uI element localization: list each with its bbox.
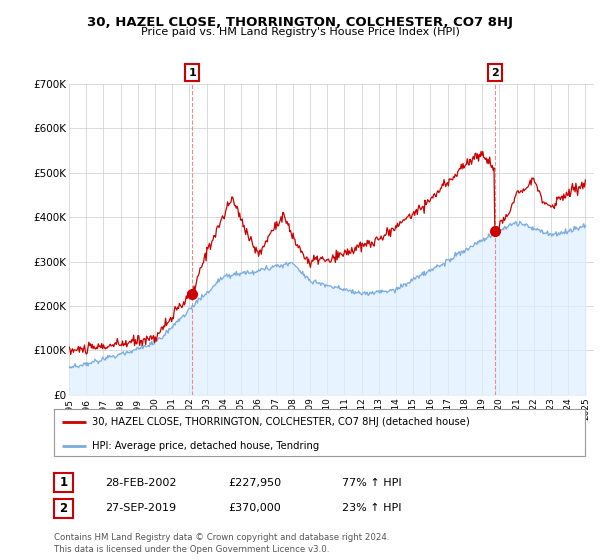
Text: £370,000: £370,000 — [228, 503, 281, 514]
Text: 30, HAZEL CLOSE, THORRINGTON, COLCHESTER, CO7 8HJ (detached house): 30, HAZEL CLOSE, THORRINGTON, COLCHESTER… — [92, 417, 470, 427]
Text: 2: 2 — [59, 502, 68, 515]
Text: Contains HM Land Registry data © Crown copyright and database right 2024.: Contains HM Land Registry data © Crown c… — [54, 533, 389, 542]
Text: 1: 1 — [188, 68, 196, 78]
Text: This data is licensed under the Open Government Licence v3.0.: This data is licensed under the Open Gov… — [54, 545, 329, 554]
Text: 28-FEB-2002: 28-FEB-2002 — [105, 478, 176, 488]
Text: 2: 2 — [491, 68, 499, 78]
Text: Price paid vs. HM Land Registry's House Price Index (HPI): Price paid vs. HM Land Registry's House … — [140, 27, 460, 37]
Text: 27-SEP-2019: 27-SEP-2019 — [105, 503, 176, 514]
Text: 30, HAZEL CLOSE, THORRINGTON, COLCHESTER, CO7 8HJ: 30, HAZEL CLOSE, THORRINGTON, COLCHESTER… — [87, 16, 513, 29]
Text: 77% ↑ HPI: 77% ↑ HPI — [342, 478, 401, 488]
Text: 1: 1 — [59, 476, 68, 489]
Text: 23% ↑ HPI: 23% ↑ HPI — [342, 503, 401, 514]
Text: HPI: Average price, detached house, Tendring: HPI: Average price, detached house, Tend… — [92, 441, 319, 451]
Text: £227,950: £227,950 — [228, 478, 281, 488]
